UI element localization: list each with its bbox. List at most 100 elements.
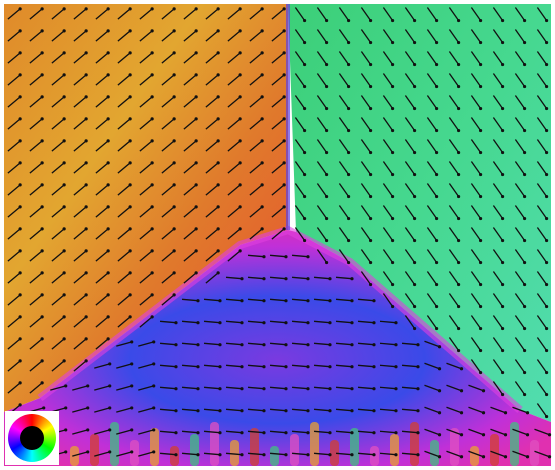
arrow-head [129,205,132,208]
arrow-head [325,19,328,22]
arrow-head [284,409,287,412]
arrow-head [129,161,132,164]
arrow-head [217,227,220,230]
arrow-head [239,161,242,164]
arrow-head [261,161,264,164]
arrow-head [325,217,328,220]
arrow-head [479,371,482,374]
arrow-head [438,455,441,458]
arrow-head [107,337,110,340]
arrow-head [283,29,286,32]
arrow-head [504,455,507,458]
arrow-head [479,305,482,308]
arrow-head [479,283,482,286]
arrow-head [369,217,372,220]
arrow-head [391,217,394,220]
arrow-head [195,227,198,230]
arrow-head [523,19,526,22]
arrow-head [174,453,177,456]
arrow-head [217,51,220,54]
arrow-head [303,41,306,44]
arrow-head [391,129,394,132]
arrow-head [391,173,394,176]
arrow-head [41,29,44,32]
arrow-head [369,107,372,110]
arrow-head [196,453,199,456]
arrow-head [107,7,110,10]
arrow-head [217,139,220,142]
arrow-head [130,428,133,431]
arrow-head [86,428,89,431]
arrow-head [413,239,416,242]
arrow-head [173,117,176,120]
arrow-head [372,299,375,302]
arrow-head [195,7,198,10]
arrow-head [347,107,350,110]
arrow-head [479,129,482,132]
arrow-head [457,129,460,132]
spike [290,434,299,466]
arrow-head [108,384,111,387]
arrow-head [262,343,265,346]
arrow-head [306,255,309,258]
arrow-head [240,365,243,368]
arrow-head [151,117,154,120]
arrow-head [545,85,548,88]
arrow-head [479,85,482,88]
domain-image [0,0,555,470]
arrow-head [479,195,482,198]
arrow-head [394,365,397,368]
arrow-head [303,239,306,242]
arrow-head [501,63,504,66]
arrow-head [523,393,526,396]
arrow-head [196,321,199,324]
arrow-head [372,343,375,346]
arrow-head [85,51,88,54]
arrow-head [85,117,88,120]
arrow-head [523,195,526,198]
arrow-head [413,327,416,330]
arrow-head [303,151,306,154]
arrow-head [261,51,264,54]
arrow-head [195,29,198,32]
arrow-head [239,183,242,186]
arrow-head [173,227,176,230]
arrow-head [239,139,242,142]
arrow-head [328,409,331,412]
arrow-head [19,161,22,164]
arrow-head [325,41,328,44]
arrow-head [523,327,526,330]
arrow-head [369,41,372,44]
arrow-head [63,51,66,54]
arrow-head [347,63,350,66]
arrow-head [261,183,264,186]
arrow-head [261,7,264,10]
arrow-head [41,95,44,98]
arrow-head [217,7,220,10]
arrow-head [545,393,548,396]
arrow-head [283,161,286,164]
arrow-head [457,19,460,22]
arrow-head [350,365,353,368]
arrow-head [173,139,176,142]
arrow-head [523,261,526,264]
arrow-head [457,305,460,308]
arrow-head [174,321,177,324]
arrow-head [501,261,504,264]
arrow-head [347,41,350,44]
arrow-head [435,63,438,66]
arrow-head [394,387,397,390]
arrow-head [173,51,176,54]
arrow-head [413,63,416,66]
arrow-head [239,7,242,10]
arrow-head [501,217,504,220]
arrow-head [457,173,460,176]
arrow-head [391,283,394,286]
arrow-head [457,239,460,242]
arrow-head [196,343,199,346]
arrow-head [151,161,154,164]
arrow-head [391,305,394,308]
arrow-head [545,283,548,286]
arrow-head [151,315,154,318]
arrow-head [85,271,88,274]
